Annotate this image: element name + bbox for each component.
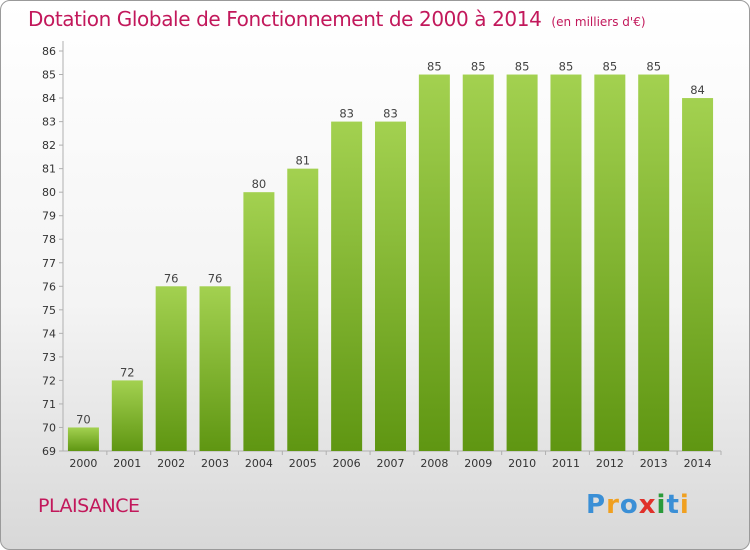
x-tick-label: 2009: [464, 457, 492, 470]
x-tick-label: 2005: [289, 457, 317, 470]
bar-value-label: 85: [471, 60, 486, 74]
x-tick-label: 2000: [69, 457, 97, 470]
bar-value-label: 76: [208, 271, 223, 285]
bar: [550, 74, 582, 451]
y-tick-label: 82: [42, 139, 56, 152]
bar: [243, 192, 275, 452]
y-tick-label: 77: [42, 257, 56, 270]
y-tick-label: 86: [42, 45, 56, 58]
bar: [111, 380, 143, 451]
logo-letter: i: [656, 490, 667, 520]
bar-value-label: 85: [603, 60, 618, 74]
y-tick-label: 81: [42, 163, 56, 176]
x-tick-label: 2010: [508, 457, 536, 470]
bar-value-label: 76: [164, 271, 179, 285]
y-tick-label: 85: [42, 69, 56, 82]
bar-value-label: 85: [427, 60, 442, 74]
y-tick-label: 75: [42, 304, 56, 317]
bar: [199, 286, 231, 451]
logo-letter: o: [619, 490, 639, 520]
x-tick-label: 2003: [201, 457, 229, 470]
x-tick-label: 2011: [552, 457, 580, 470]
y-tick-label: 74: [42, 327, 56, 340]
y-tick-label: 70: [42, 421, 56, 434]
bar-value-label: 85: [646, 60, 661, 74]
x-tick-label: 2006: [333, 457, 361, 470]
bar: [375, 121, 406, 452]
y-tick-label: 80: [42, 186, 56, 199]
chart-unit-label: (en milliers d'€): [551, 15, 646, 29]
logo-letter: i: [679, 490, 690, 520]
y-tick-label: 79: [42, 210, 56, 223]
bar: [67, 427, 99, 451]
bar: [331, 121, 363, 452]
bar: [682, 98, 714, 451]
logo-letter: r: [606, 490, 620, 520]
bar: [155, 286, 187, 451]
x-tick-label: 2004: [245, 457, 273, 470]
bar-value-label: 85: [515, 60, 530, 74]
bar-value-label: 81: [295, 154, 310, 168]
y-tick-label: 73: [42, 351, 56, 364]
x-tick-label: 2002: [157, 457, 185, 470]
y-tick-label: 78: [42, 233, 56, 246]
logo-letter: P: [586, 490, 607, 520]
x-tick-label: 2012: [596, 457, 624, 470]
y-tick-label: 83: [42, 116, 56, 129]
y-tick-label: 69: [42, 445, 56, 458]
bar: [594, 74, 626, 451]
bar-value-label: 80: [252, 177, 267, 191]
x-tick-label: 2001: [113, 457, 141, 470]
y-tick-label: 72: [42, 374, 56, 387]
bar-value-label: 72: [120, 365, 135, 379]
chart-title-text: Dotation Globale de Fonctionnement de 20…: [28, 7, 542, 31]
bar: [462, 74, 494, 451]
x-tick-label: 2007: [377, 457, 405, 470]
chart-axes: 69 70 71 72 73 74 75 76 77 78 79 80 81 82 83 84 85 86: [42, 41, 722, 458]
x-tick-label: 2014: [684, 457, 712, 470]
chart-title: Dotation Globale de Fonctionnement de 20…: [28, 7, 646, 31]
commune-name: PLAISANCE: [38, 495, 140, 517]
y-tick-label: 84: [42, 92, 56, 105]
bar-value-label: 70: [76, 412, 91, 426]
bar-value-label: 83: [383, 107, 398, 121]
bar-value-label: 83: [339, 107, 354, 121]
logo-letter: x: [638, 490, 657, 520]
y-tick-label: 71: [42, 398, 56, 411]
y-tick-label: 76: [42, 280, 56, 293]
bar-value-label: 85: [559, 60, 574, 74]
x-tick-label: 2008: [420, 457, 448, 470]
x-tick-label: 2013: [640, 457, 668, 470]
proxiti-logo: Proxiti: [586, 490, 690, 520]
chart-labels: 70 2000 72 2001 76 2002 76 2003 80 2004 81 2005 83 20…: [69, 60, 711, 470]
bar: [418, 74, 450, 451]
bar: [506, 74, 538, 451]
bar: [287, 168, 319, 451]
bar-value-label: 84: [690, 83, 705, 97]
chart-bars: [67, 74, 714, 452]
logo-letter: t: [666, 490, 680, 520]
bar: [638, 74, 670, 451]
